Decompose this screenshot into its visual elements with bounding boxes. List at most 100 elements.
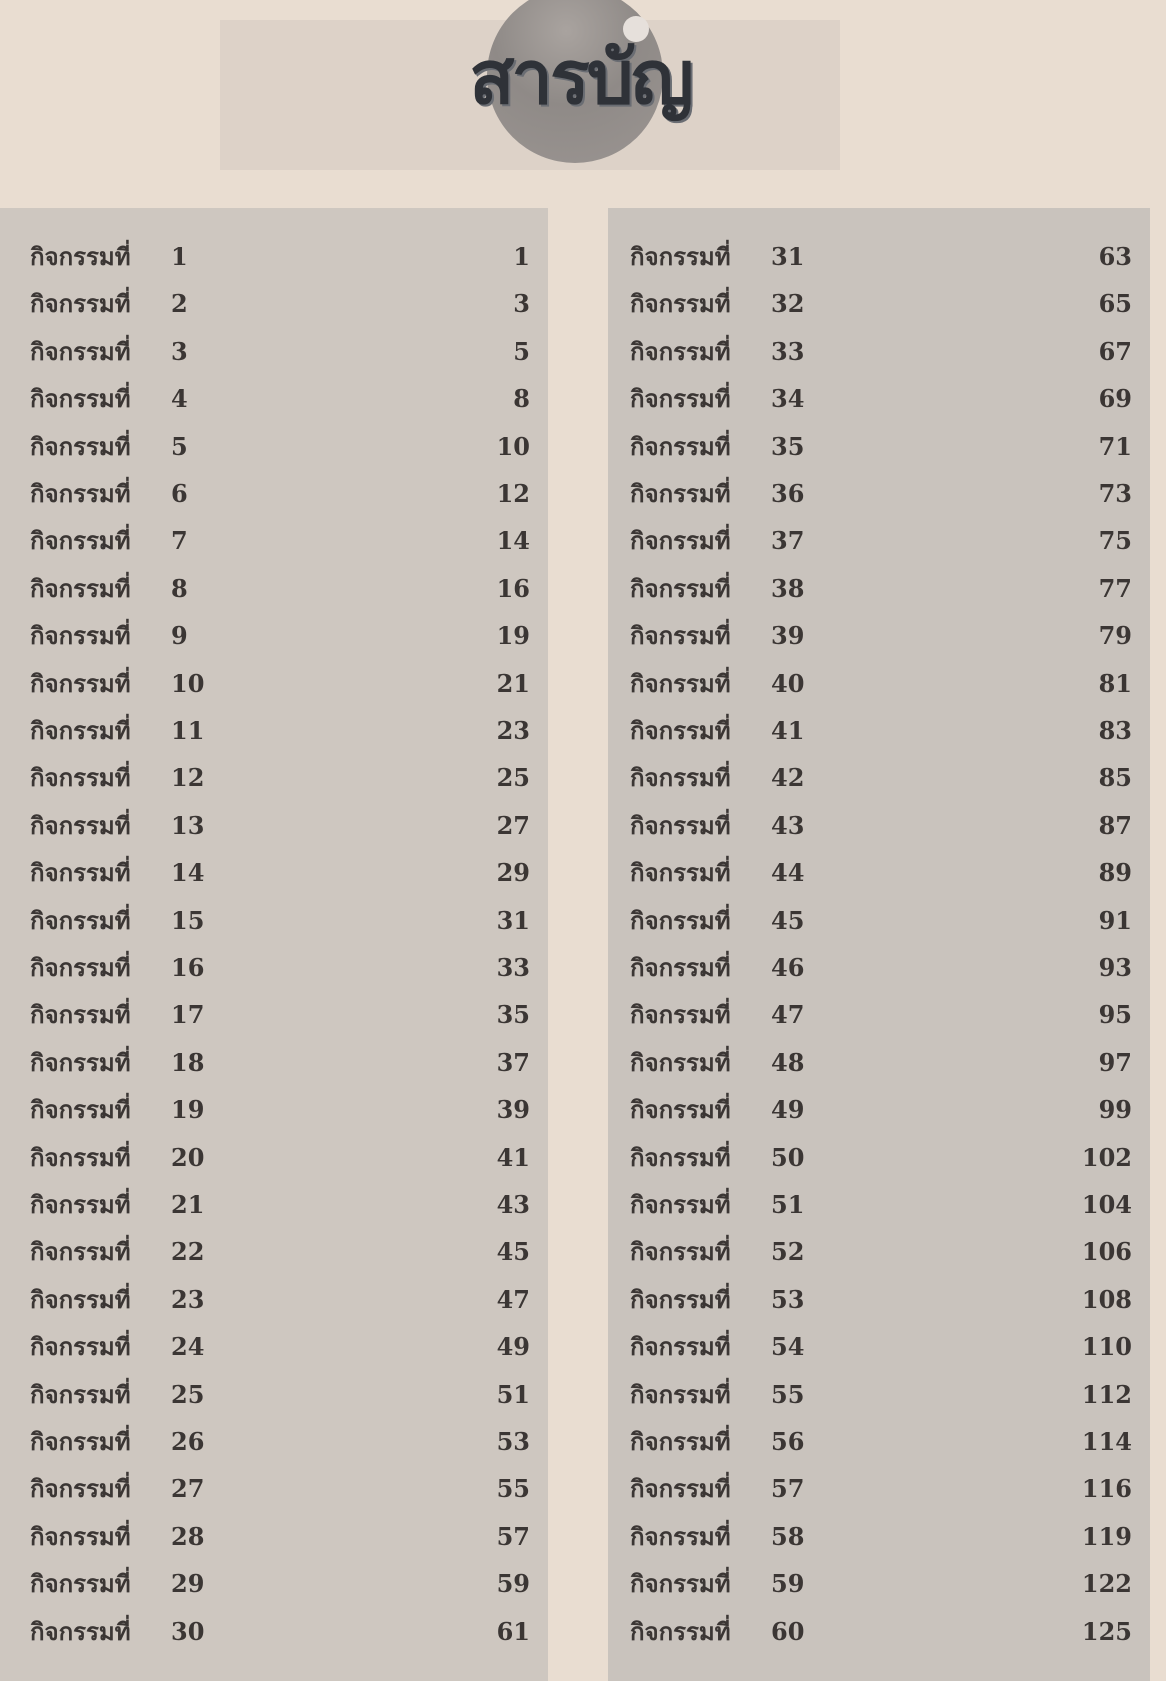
entry-number: 21	[171, 1190, 205, 1219]
entry-label: กิจกรรมที่	[630, 1143, 731, 1172]
entry-page: 61	[496, 1616, 530, 1646]
toc-entry: กิจกรรมที่ 58 119	[630, 1517, 1132, 1557]
toc-entry: กิจกรรมที่ 14 29	[30, 853, 530, 893]
entry-number: 13	[171, 810, 205, 840]
entry-number: 12	[171, 763, 205, 793]
entry-label: กิจกรรมที่	[630, 622, 731, 651]
entry-number: 52	[771, 1237, 805, 1267]
entry-label: กิจกรรมที่	[630, 1522, 731, 1551]
entry-page: 14	[496, 526, 530, 556]
toc-entry: กิจกรรมที่ 37 75	[630, 521, 1132, 561]
entry-number: 59	[771, 1569, 805, 1599]
entry-page: 102	[1081, 1142, 1132, 1172]
entry-page: 53	[496, 1427, 530, 1456]
entry-page: 16	[496, 573, 530, 603]
entry-number: 8	[171, 573, 188, 603]
entry-number: 25	[171, 1379, 205, 1409]
toc-entry: กิจกรรมที่ 21 43	[30, 1185, 530, 1225]
toc-entry: กิจกรรมที่ 55 112	[630, 1375, 1132, 1415]
entry-page: 49	[496, 1332, 530, 1362]
entry-number: 27	[171, 1474, 205, 1504]
entry-label: กิจกรรมที่	[30, 1380, 131, 1409]
entry-label: กิจกรรมที่	[630, 811, 731, 840]
entry-number: 28	[171, 1521, 205, 1551]
entry-page: 39	[496, 1095, 530, 1125]
entry-label: กิจกรรมที่	[630, 290, 731, 319]
entry-number: 26	[171, 1427, 205, 1456]
entry-page: 19	[496, 621, 530, 651]
entry-page: 25	[496, 763, 530, 793]
toc-entry: กิจกรรมที่ 38 77	[630, 569, 1132, 609]
entry-label: กิจกรรมที่	[30, 1048, 131, 1077]
entry-number: 53	[771, 1284, 805, 1314]
entry-page: 97	[1098, 1047, 1132, 1077]
entry-number: 15	[171, 905, 205, 935]
entry-number: 41	[771, 716, 805, 745]
toc-entry: กิจกรรมที่ 29 59	[30, 1564, 530, 1604]
toc-entry: กิจกรรมที่ 19 39	[30, 1090, 530, 1130]
entry-page: 83	[1098, 716, 1132, 745]
entry-number: 4	[171, 384, 188, 414]
entry-number: 18	[171, 1047, 205, 1077]
entry-number: 50	[771, 1142, 805, 1172]
entry-label: กิจกรรมที่	[30, 1475, 131, 1504]
entry-page: 95	[1098, 1000, 1132, 1030]
entry-page: 51	[496, 1379, 530, 1409]
entry-page: 125	[1081, 1616, 1132, 1646]
entry-page: 12	[496, 479, 530, 508]
entry-number: 36	[771, 479, 805, 508]
entry-number: 30	[171, 1616, 205, 1646]
entry-label: กิจกรรมที่	[30, 1143, 131, 1172]
toc-entry: กิจกรรมที่ 59 122	[630, 1564, 1132, 1604]
entry-label: กิจกรรมที่	[30, 622, 131, 651]
entry-label: กิจกรรมที่	[30, 385, 131, 414]
entry-number: 37	[771, 526, 805, 556]
entry-label: กิจกรรมที่	[30, 480, 131, 508]
toc-entry: กิจกรรมที่ 46 93	[630, 948, 1132, 988]
entry-number: 39	[771, 621, 805, 651]
entry-number: 24	[171, 1332, 205, 1362]
entry-label: กิจกรรมที่	[30, 527, 131, 556]
entry-label: กิจกรรมที่	[630, 1001, 731, 1030]
entry-label: กิจกรรมที่	[630, 1191, 731, 1219]
entry-page: 77	[1098, 573, 1132, 603]
toc-entry: กิจกรรมที่ 15 31	[30, 901, 530, 941]
entry-number: 7	[171, 526, 188, 556]
entry-number: 43	[771, 810, 805, 840]
entry-page: 10	[496, 431, 530, 461]
toc-entry: กิจกรรมที่ 4 8	[30, 379, 530, 419]
toc-entry: กิจกรรมที่ 43 87	[630, 806, 1132, 846]
entry-label: กิจกรรมที่	[30, 1617, 131, 1646]
toc-entry: กิจกรรมที่ 31 63	[630, 237, 1132, 277]
toc-entry: กิจกรรมที่ 3 5	[30, 332, 530, 372]
entry-page: 8	[513, 384, 530, 414]
entry-number: 10	[171, 668, 205, 698]
entry-page: 5	[513, 336, 530, 366]
toc-entry: กิจกรรมที่ 33 67	[630, 332, 1132, 372]
entry-page: 108	[1081, 1284, 1132, 1314]
entry-label: กิจกรรมที่	[30, 432, 131, 461]
entry-page: 85	[1098, 763, 1132, 793]
toc-entry: กิจกรรมที่ 54 110	[630, 1327, 1132, 1367]
entry-number: 57	[771, 1474, 805, 1504]
title-banner: สารบัญ	[450, 0, 710, 170]
entry-label: กิจกรรมที่	[30, 1522, 131, 1551]
entry-page: 112	[1081, 1379, 1132, 1409]
entry-page: 116	[1081, 1474, 1132, 1504]
entry-label: กิจกรรมที่	[30, 717, 131, 745]
entry-label: กิจกรรมที่	[30, 1333, 131, 1362]
entry-label: กิจกรรมที่	[630, 906, 731, 935]
entry-label: กิจกรรมที่	[30, 954, 131, 982]
entry-page: 21	[496, 668, 530, 698]
entry-label: กิจกรรมที่	[630, 337, 731, 366]
entry-page: 67	[1098, 336, 1132, 366]
entry-number: 19	[171, 1095, 205, 1125]
entry-number: 51	[771, 1190, 805, 1219]
toc-entry: กิจกรรมที่ 1 1	[30, 237, 530, 277]
toc-entry: กิจกรรมที่ 25 51	[30, 1375, 530, 1415]
entry-page: 1	[513, 242, 530, 271]
entry-number: 31	[771, 242, 805, 271]
entry-page: 122	[1081, 1569, 1132, 1599]
entry-page: 47	[496, 1284, 530, 1314]
toc-entry: กิจกรรมที่ 56 114	[630, 1422, 1132, 1462]
